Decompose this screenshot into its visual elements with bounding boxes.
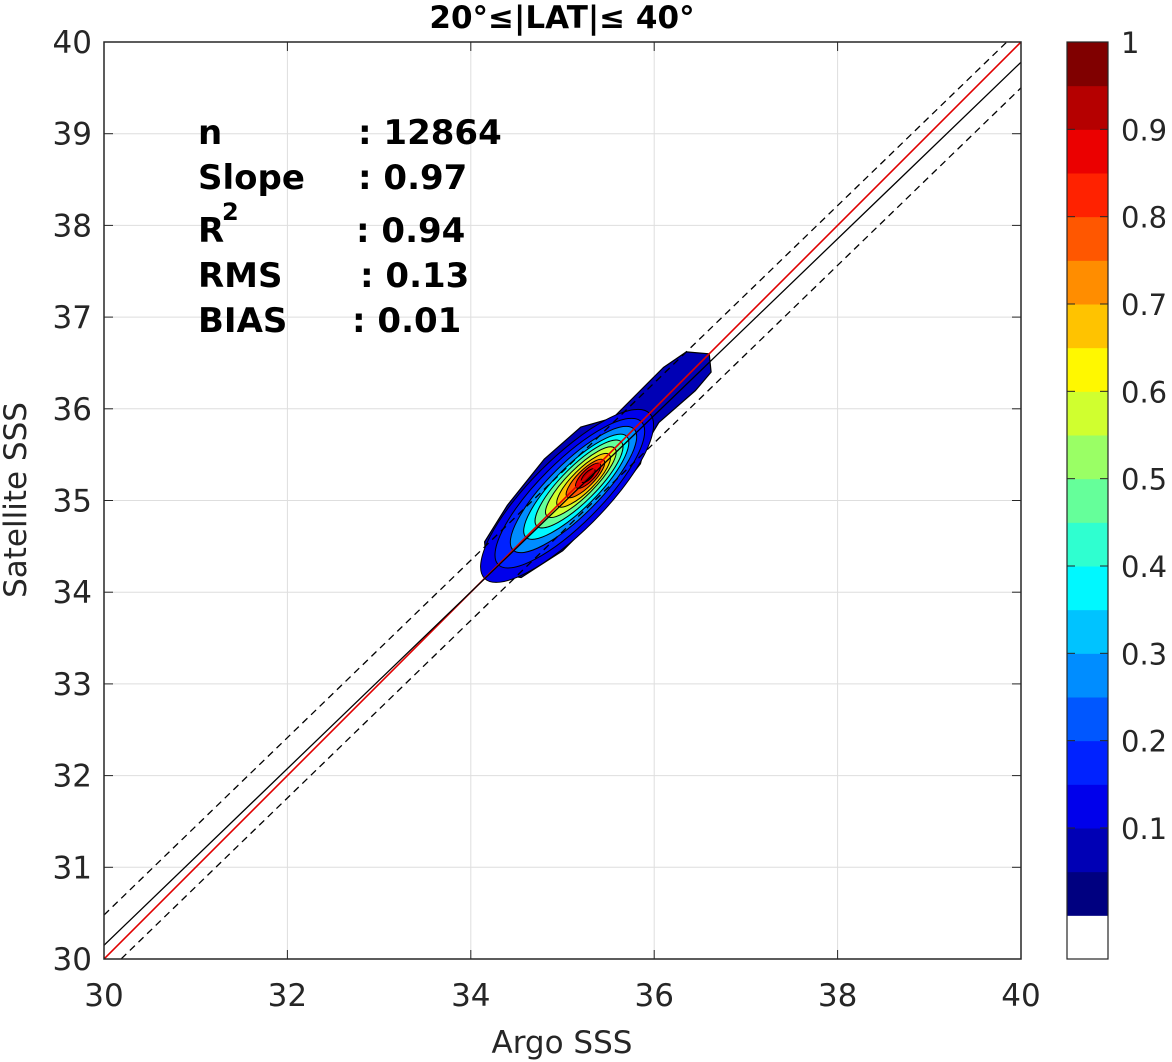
colorbar-segment xyxy=(1067,915,1108,959)
y-axis-label: Satellite SSS xyxy=(0,402,34,598)
colorbar-segment xyxy=(1067,304,1108,349)
x-tick-label: 36 xyxy=(634,978,673,1014)
colorbar-tick-label: 0.4 xyxy=(1121,550,1167,584)
x-tick-label: 32 xyxy=(268,978,307,1014)
colorbar-segment xyxy=(1067,566,1108,611)
stat-r2-value: : 0.94 xyxy=(356,211,465,251)
colorbar-segment xyxy=(1067,522,1108,567)
y-tick-label: 37 xyxy=(53,300,92,336)
y-axis-ticks: 30 31 32 33 34 35 36 37 38 39 40 xyxy=(53,25,1021,978)
line-regression xyxy=(104,61,1021,946)
colorbar-segment xyxy=(1067,697,1108,742)
y-tick-label: 36 xyxy=(53,392,92,428)
colorbar-segment xyxy=(1067,129,1108,174)
colorbar-segment xyxy=(1067,85,1108,130)
stat-slope-label: Slope xyxy=(198,158,305,198)
colorbar-segment xyxy=(1067,173,1108,218)
x-tick-label: 30 xyxy=(84,978,123,1014)
y-tick-label: 30 xyxy=(53,942,92,978)
x-axis-ticks: 30 32 34 36 38 40 xyxy=(84,42,1041,1014)
colorbar-segment xyxy=(1067,828,1108,873)
colorbar-tick-label: 0.1 xyxy=(1121,812,1167,846)
stats-annotation: n : 12864 Slope : 0.97 R 2 : 0.94 RMS : … xyxy=(198,113,502,341)
y-tick-label: 34 xyxy=(53,575,92,611)
x-tick-label: 40 xyxy=(1001,978,1040,1014)
colorbar-segment xyxy=(1067,609,1108,654)
colorbar-segment xyxy=(1067,784,1108,829)
y-tick-label: 40 xyxy=(53,25,92,61)
colorbar-segment xyxy=(1067,653,1108,698)
x-tick-label: 38 xyxy=(818,978,857,1014)
y-tick-label: 33 xyxy=(53,667,92,703)
colorbar-segment xyxy=(1067,478,1108,523)
colorbar-segment xyxy=(1067,42,1108,87)
x-axis-label: Argo SSS xyxy=(492,1025,633,1061)
chart-title: 20°≤|LAT|≤ 40° xyxy=(429,0,694,36)
colorbar-segment xyxy=(1067,871,1108,916)
line-lower-envelope xyxy=(120,87,1021,959)
colorbar-tick-label: 1 xyxy=(1121,26,1139,60)
colorbar: 0.1 0.2 0.3 0.4 0.5 0.6 0.7 0.8 0.9 1 xyxy=(1066,26,1167,960)
colorbar-tick-label: 0.9 xyxy=(1121,113,1167,147)
colorbar-tick-label: 0.2 xyxy=(1121,725,1167,759)
colorbar-tick-label: 0.6 xyxy=(1121,375,1167,409)
reference-lines xyxy=(104,42,1021,959)
colorbar-tick-label: 0.5 xyxy=(1121,463,1167,497)
y-tick-label: 35 xyxy=(53,484,92,520)
colorbar-tick-label: 0.3 xyxy=(1121,637,1167,671)
colorbar-segment xyxy=(1067,347,1108,392)
stat-bias-value: : 0.01 xyxy=(352,301,461,341)
x-tick-label: 34 xyxy=(451,978,490,1014)
line-upper-envelope xyxy=(104,42,1008,916)
colorbar-frame xyxy=(1066,41,1109,960)
stat-rms-label: RMS xyxy=(198,256,283,296)
y-tick-label: 32 xyxy=(53,759,92,795)
colorbar-segment xyxy=(1067,740,1108,785)
stat-r2-label: R xyxy=(198,211,224,251)
stat-slope-value: : 0.97 xyxy=(358,158,467,198)
y-tick-label: 39 xyxy=(53,117,92,153)
stat-n-value: : 12864 xyxy=(358,113,502,153)
y-tick-label: 31 xyxy=(53,850,92,886)
stat-n-label: n xyxy=(198,113,222,153)
stat-bias-label: BIAS xyxy=(198,301,287,341)
colorbar-segment xyxy=(1067,435,1108,480)
stat-rms-value: : 0.13 xyxy=(360,256,469,296)
y-tick-label: 38 xyxy=(53,208,92,244)
colorbar-tick-label: 0.7 xyxy=(1121,288,1167,322)
colorbar-segment xyxy=(1067,391,1108,436)
colorbar-segment xyxy=(1067,260,1108,305)
grid-lines xyxy=(103,41,1022,960)
colorbar-tick-label: 0.8 xyxy=(1121,201,1167,235)
stat-r2-superscript: 2 xyxy=(222,198,239,226)
line-one-to-one xyxy=(104,42,1021,959)
colorbar-segment xyxy=(1067,216,1108,261)
